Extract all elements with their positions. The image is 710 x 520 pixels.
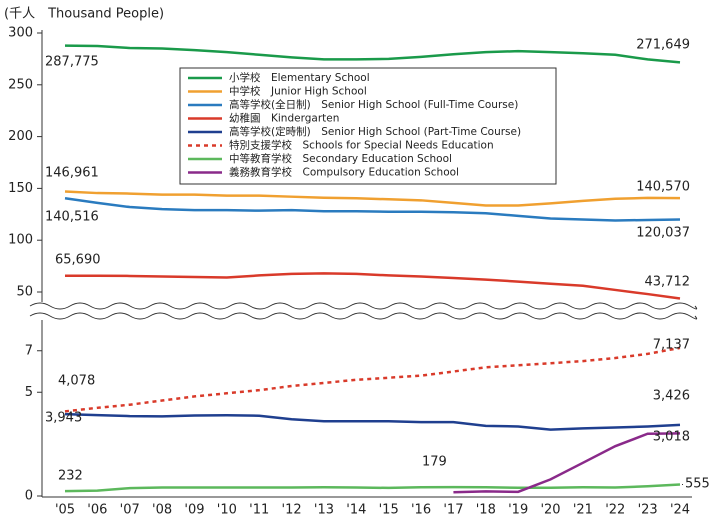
value-label: 3,018	[653, 430, 690, 445]
y-tick-label: 200	[8, 129, 33, 144]
legend-box	[179, 67, 557, 185]
legend-label: 中等教育学校 Secondary Education School	[229, 152, 452, 165]
series-line	[64, 44, 681, 64]
legend-label: 高等学校(定時制) Senior High School (Part-Time …	[229, 125, 521, 138]
value-label: 120,037	[636, 226, 690, 241]
x-tick-label: '11	[249, 503, 269, 518]
x-tick-label: '06	[87, 503, 107, 518]
series-line	[64, 346, 681, 413]
value-label: 3,426	[653, 389, 690, 404]
x-tick-label: '23	[638, 503, 658, 518]
break-line	[29, 312, 698, 320]
axis-break	[30, 302, 695, 320]
series-line	[453, 432, 681, 494]
value-label: 555	[685, 477, 710, 492]
value-label: 287,775	[45, 55, 99, 70]
x-tick-label: '14	[346, 503, 366, 518]
y2-tick-label: 7	[25, 343, 33, 358]
x-tick-label: '21	[573, 503, 593, 518]
x-tick-label: '08	[152, 503, 172, 518]
y-axis-label: (千人 Thousand People)	[4, 7, 164, 22]
break-line	[29, 302, 698, 310]
value-label: 4,078	[58, 374, 95, 389]
value-label: 3,943	[45, 411, 82, 426]
series-line	[64, 190, 681, 207]
value-label: 271,649	[636, 38, 690, 53]
value-label: 232	[58, 469, 83, 484]
legend-label: 高等学校(全日制) Senior High School (Full-Time …	[229, 98, 518, 111]
x-tick-label: '12	[282, 503, 302, 518]
value-label: 7,137	[653, 338, 690, 353]
x-tick-label: '18	[476, 503, 496, 518]
legend-label: 義務教育学校 Compulsory Education School	[229, 166, 459, 179]
x-tick-label: '15	[379, 503, 399, 518]
x-tick-label: '13	[314, 503, 334, 518]
x-tick-label: '16	[411, 503, 431, 518]
value-label: 140,570	[636, 180, 690, 195]
legend-label: 幼稚園 Kindergarten	[229, 112, 339, 125]
x-tick-label: '24	[670, 503, 690, 518]
y-tick-label: 150	[8, 181, 33, 196]
series-line	[64, 412, 681, 431]
x-tick-label: '09	[184, 503, 204, 518]
y2-tick-label: 5	[25, 385, 33, 400]
x-tick-label: '20	[540, 503, 560, 518]
y2-tick-label: 0	[25, 489, 33, 504]
x-tick-label: '05	[55, 503, 75, 518]
x-tick-label: '19	[508, 503, 528, 518]
y-tick-label: 250	[8, 77, 33, 92]
y-tick-label: 50	[16, 285, 33, 300]
value-label: 179	[422, 455, 447, 470]
y-tick-label: 100	[8, 233, 33, 248]
value-label: 65,690	[55, 253, 101, 268]
value-label: 43,712	[645, 275, 691, 290]
x-tick-label: '17	[443, 503, 463, 518]
series-line	[64, 272, 681, 300]
x-tick-label: '10	[217, 503, 237, 518]
value-label: 140,516	[45, 210, 99, 225]
legend-label: 小学校 Elementary School	[229, 71, 370, 84]
series-line	[64, 196, 681, 222]
x-tick-label: '22	[605, 503, 625, 518]
legend-label: 特別支援学校 Schools for Special Needs Educati…	[229, 139, 494, 152]
value-label: 146,961	[45, 166, 99, 181]
legend-label: 中学校 Junior High School	[229, 85, 367, 98]
y-tick-label: 300	[8, 26, 33, 41]
x-tick-label: '07	[120, 503, 140, 518]
series-line	[64, 483, 681, 493]
